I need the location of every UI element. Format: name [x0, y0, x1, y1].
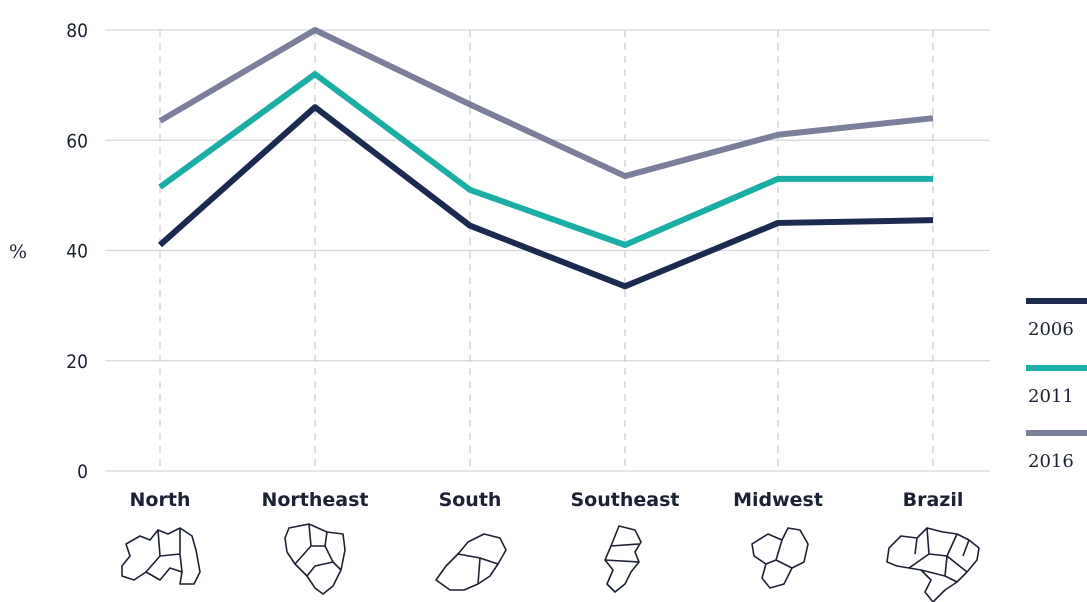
series-line-2016: [158, 27, 934, 180]
x-tick-label: Midwest: [733, 489, 823, 511]
x-tick-label: Southeast: [571, 489, 680, 511]
legend-label-2016: 2016: [1028, 451, 1074, 472]
y-axis: % 0 20 40 60 80: [9, 20, 88, 483]
y-tick-label: 80: [66, 20, 88, 42]
series-line-2011: [158, 71, 933, 248]
y-tick-label: 60: [66, 130, 88, 152]
northeast-map-icon: [284, 523, 346, 595]
midwest-map-icon: [751, 527, 809, 589]
x-tick-label: North: [130, 489, 191, 511]
x-tick-label: Brazil: [903, 489, 964, 511]
gridlines: [105, 29, 990, 472]
southeast-map-icon: [604, 525, 642, 593]
north-map-icon: [121, 527, 201, 585]
region-maps: [121, 523, 980, 602]
series-lines: [158, 27, 934, 290]
x-tick-label: Northeast: [261, 489, 368, 511]
y-tick-label: 20: [66, 351, 88, 373]
legend: 2006 2011 2016: [1026, 298, 1087, 472]
legend-label-2011: 2011: [1028, 386, 1074, 407]
y-tick-label: 0: [77, 461, 88, 483]
y-tick-label: 40: [66, 241, 88, 263]
series-line-2006: [158, 104, 934, 290]
x-axis: North Northeast South Southeast Midwest Brazi…: [130, 489, 964, 511]
legend-label-2006: 2006: [1028, 319, 1074, 340]
x-tick-label: South: [439, 489, 502, 511]
south-map-icon: [435, 533, 507, 591]
brazil-map-icon: [886, 527, 980, 602]
y-axis-label: %: [9, 241, 27, 263]
